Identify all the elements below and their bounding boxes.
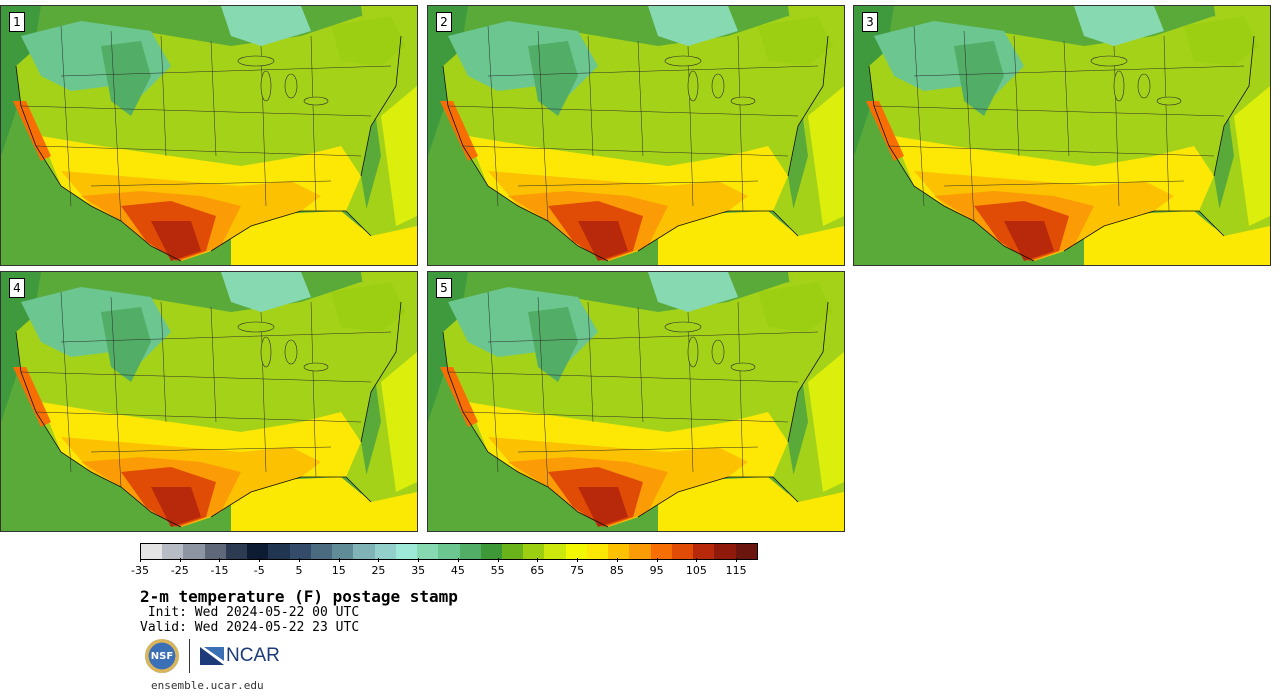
colorbar-tick [577,558,579,562]
colorbar-segment [332,544,354,559]
colorbar-segment [693,544,715,559]
colorbar-tick [378,558,380,562]
colorbar-tick-label: -25 [170,564,189,577]
colorbar-ticks: -35 -25 -15 -5 5 15 25 35 45 55 65 75 85 95 105 115 [131,558,756,580]
logo-divider [189,639,190,673]
nsf-logo: NSF [145,639,179,673]
site-url: ensemble.ucar.edu [151,679,264,692]
colorbar-segment [501,544,524,559]
temperature-map [428,272,844,531]
temperature-map [428,6,844,265]
map-panel-2: 2 [427,5,845,266]
plot-title: 2-m temperature (F) postage stamp [140,587,458,606]
valid-time: Valid: Wed 2024-05-22 23 UTC [140,620,360,635]
colorbar-tick [537,558,539,562]
colorbar-segment [480,544,502,559]
colorbar-tick [696,558,698,562]
colorbar-tick-label: -15 [210,564,229,577]
colorbar-tick-label: 65 [530,564,545,577]
map-panel-5: 5 [427,271,845,532]
panel-number: 3 [862,12,878,32]
panel-number: 4 [9,278,25,298]
temperature-map [1,6,417,265]
colorbar-tick [298,558,300,562]
colorbar-segment [714,544,736,559]
colorbar-tick-label: 85 [609,564,624,577]
map-panel-4: 4 [0,271,418,532]
colorbar-tick-label: 25 [371,564,386,577]
colorbar-segment [141,544,163,559]
panel-number: 5 [436,278,452,298]
colorbar-tick-label: 115 [725,564,747,577]
colorbar-segment [289,544,311,559]
colorbar-segment [608,544,630,559]
colorbar-tick [736,558,738,562]
panel-number: 1 [9,12,25,32]
colorbar-tick-label: 55 [490,564,505,577]
colorbar-segment [523,544,545,559]
colorbar-segment [162,544,184,559]
colorbar-segment [247,544,269,559]
temperature-colorbar [140,543,758,560]
logos: NSF NCAR [145,638,280,674]
colorbar-segment [417,544,439,559]
init-time: Init: Wed 2024-05-22 00 UTC [140,605,360,620]
colorbar-tick [179,558,181,562]
colorbar-segment [374,544,396,559]
colorbar-tick-label: 15 [331,564,346,577]
colorbar-tick [656,558,658,562]
map-panel-1: 1 [0,5,418,266]
colorbar-segment [268,544,290,559]
colorbar-segment [225,544,248,559]
colorbar-segment [183,544,205,559]
ncar-mark-icon [200,647,224,665]
colorbar-tick [259,558,261,562]
colorbar-segment [459,544,481,559]
panel-number: 2 [436,12,452,32]
colorbar-segment [353,544,375,559]
colorbar-tick [219,558,221,562]
colorbar-segment [544,544,566,559]
colorbar-tick-label: -35 [131,564,149,577]
temperature-map [854,6,1270,265]
colorbar-tick-label: 35 [411,564,426,577]
colorbar-tick-label: 5 [295,564,303,577]
ncar-logo: NCAR [200,645,280,667]
colorbar-segment [395,544,418,559]
colorbar-segment [204,544,226,559]
colorbar-segment [629,544,651,559]
colorbar-segment [565,544,587,559]
colorbar-segment [650,544,672,559]
colorbar-segment [310,544,333,559]
colorbar-segment [438,544,460,559]
colorbar-tick-label: 95 [649,564,664,577]
colorbar-tick [140,558,141,562]
colorbar-tick [418,558,420,562]
colorbar-tick-label: 105 [685,564,707,577]
colorbar-tick [616,558,618,562]
colorbar-tick [457,558,459,562]
colorbar-segment [586,544,609,559]
colorbar-tick [338,558,340,562]
map-panel-3: 3 [853,5,1271,266]
colorbar-segment [671,544,694,559]
temperature-map [1,272,417,531]
ncar-text: NCAR [226,645,280,666]
colorbar-tick-label: 45 [450,564,465,577]
colorbar-segment [735,544,757,559]
colorbar-tick-label: -5 [253,564,265,577]
colorbar-tick [497,558,499,562]
colorbar-tick-label: 75 [570,564,585,577]
